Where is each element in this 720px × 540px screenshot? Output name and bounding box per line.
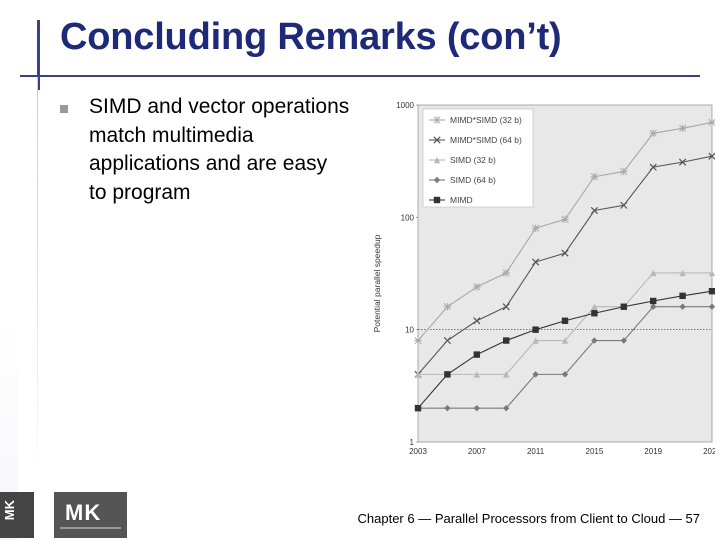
marker-diamond <box>433 176 441 184</box>
marker-x <box>531 258 540 266</box>
y-tick-label: 100 <box>401 213 415 222</box>
legend-label: SIMD (64 b) <box>450 175 496 185</box>
marker-asterisk <box>473 283 481 291</box>
marker-diamond <box>561 371 569 378</box>
y-tick-label: 1 <box>410 438 415 447</box>
marker-asterisk <box>708 118 716 127</box>
marker-square <box>503 337 510 344</box>
marker-square <box>444 371 451 378</box>
marker-triangle <box>650 269 657 277</box>
marker-asterisk <box>414 336 422 345</box>
marker-asterisk <box>649 129 657 137</box>
marker-triangle <box>532 337 539 344</box>
marker-asterisk <box>443 303 452 311</box>
speedup-chart: 1 10 100 1000 Potential parallel speedup 2003… <box>372 101 720 456</box>
legend-label: MIMD*SIMD (64 b) <box>450 135 522 145</box>
speedup-chart-figure: 1 10 100 1000 Potential parallel speedup 2003… <box>355 95 720 470</box>
left-margin-strip <box>0 0 18 540</box>
marker-square <box>532 326 539 333</box>
y-axis-label: Potential parallel speedup <box>372 234 382 332</box>
bullet-square-icon <box>60 105 68 113</box>
marker-asterisk <box>590 172 599 181</box>
x-tick-label: 2015 <box>586 447 604 456</box>
marker-square <box>433 196 441 204</box>
bullet-list: SIMD and vector operations match multime… <box>60 93 350 207</box>
publisher-mark-logo: MK <box>0 492 34 538</box>
marker-square <box>650 297 657 305</box>
marker-diamond <box>679 303 686 310</box>
marker-x <box>443 336 452 345</box>
title-accent-bar <box>37 20 40 90</box>
marker-asterisk <box>561 215 569 224</box>
publisher-logo-underline <box>60 527 121 529</box>
marker-triangle <box>503 371 510 378</box>
slide-title: Concluding Remarks (con’t) <box>60 16 562 58</box>
marker-triangle <box>414 371 422 378</box>
x-tick-label: 2019 <box>644 447 662 456</box>
marker-diamond <box>473 404 480 412</box>
marker-triangle <box>473 371 480 378</box>
publisher-logo: MK <box>54 492 127 538</box>
marker-square <box>414 404 422 412</box>
marker-square <box>591 310 598 317</box>
marker-triangle <box>433 156 441 164</box>
marker-x <box>433 136 441 144</box>
publisher-logo-text: MK <box>65 500 102 525</box>
marker-asterisk <box>678 124 687 133</box>
marker-x <box>620 201 628 209</box>
bullet-item: SIMD and vector operations match multime… <box>60 93 350 207</box>
legend-label: MIMD <box>450 195 473 205</box>
marker-x <box>678 158 687 166</box>
bullet-text: SIMD and vector operations match multime… <box>89 95 350 204</box>
marker-x <box>502 303 510 311</box>
marker-square <box>473 351 480 358</box>
legend-label: MIMD*SIMD (32 b) <box>450 115 522 125</box>
marker-square <box>561 317 569 324</box>
marker-asterisk <box>620 167 628 176</box>
marker-x <box>473 317 481 325</box>
x-tick-label: 2007 <box>468 447 486 456</box>
x-tick-label: 2011 <box>527 447 545 456</box>
publisher-mark-logo-text: MK <box>2 500 17 521</box>
marker-x <box>649 163 657 171</box>
x-tick-label: 2003 <box>409 447 427 456</box>
slide-footer: Chapter 6 — Parallel Processors from Cli… <box>357 511 700 526</box>
marker-diamond <box>708 303 716 310</box>
marker-diamond <box>503 404 510 412</box>
marker-x <box>561 249 569 257</box>
legend-label: SIMD (32 b) <box>450 155 496 165</box>
left-guide-line <box>37 77 38 477</box>
y-tick-label: 10 <box>405 326 414 335</box>
marker-square <box>620 303 627 310</box>
title-underline <box>20 75 700 77</box>
marker-triangle <box>679 269 686 277</box>
marker-asterisk <box>433 116 441 124</box>
y-tick-label: 1000 <box>396 101 414 110</box>
marker-triangle <box>708 269 716 277</box>
x-tick-label: 2023 <box>703 447 715 456</box>
marker-square <box>679 292 686 300</box>
marker-diamond <box>444 404 451 412</box>
marker-asterisk <box>502 269 510 277</box>
marker-x <box>708 152 716 160</box>
marker-triangle <box>591 303 598 310</box>
marker-x <box>590 206 599 215</box>
marker-square <box>708 288 716 295</box>
legend-box <box>422 108 534 208</box>
marker-asterisk <box>531 224 540 232</box>
marker-triangle <box>561 337 569 344</box>
